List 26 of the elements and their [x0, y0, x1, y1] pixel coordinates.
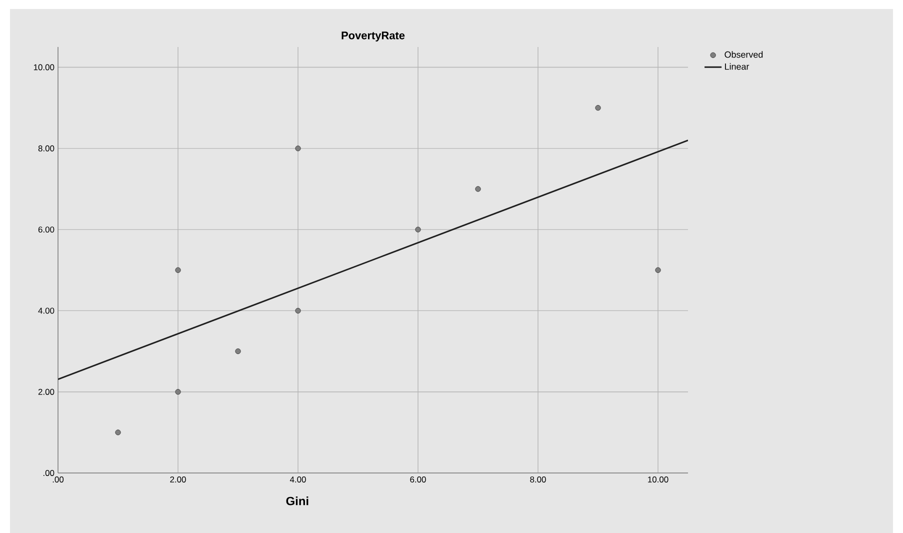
- chart-title: PovertyRate: [342, 32, 405, 42]
- x-tick-label: 4.00: [290, 476, 306, 482]
- y-tick-label: 10.00: [34, 64, 54, 70]
- legend-label: Linear: [725, 63, 750, 70]
- point: [295, 308, 301, 314]
- legend-label: Observed: [724, 51, 763, 58]
- y-tick-label: 6.00: [38, 226, 54, 233]
- point: [415, 226, 421, 232]
- y-tick-label: .00: [43, 470, 54, 476]
- x-tick-label: 2.00: [170, 476, 186, 482]
- x-axis-title: Gini: [286, 496, 308, 506]
- x-tick-label: 8.00: [530, 476, 546, 482]
- point: [115, 430, 121, 436]
- x-tick-label: 6.00: [410, 476, 426, 482]
- point: [175, 267, 181, 273]
- x-tick-label: .00: [52, 476, 64, 482]
- point: [295, 146, 301, 152]
- point: [175, 389, 181, 395]
- x-tick-label: 10.00: [648, 476, 668, 482]
- y-tick-label: 8.00: [38, 145, 54, 152]
- y-tick-label: 4.00: [38, 308, 54, 314]
- point: [475, 186, 481, 192]
- y-tick-label: 2.00: [38, 388, 54, 395]
- point: [235, 348, 241, 354]
- point: [655, 267, 661, 273]
- point: [595, 105, 601, 111]
